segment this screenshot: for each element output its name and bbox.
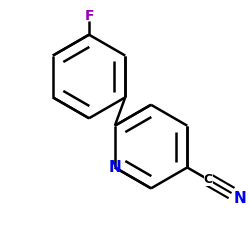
- Text: F: F: [84, 9, 94, 23]
- Text: N: N: [108, 160, 121, 175]
- Text: C: C: [204, 173, 213, 186]
- Text: N: N: [234, 191, 247, 206]
